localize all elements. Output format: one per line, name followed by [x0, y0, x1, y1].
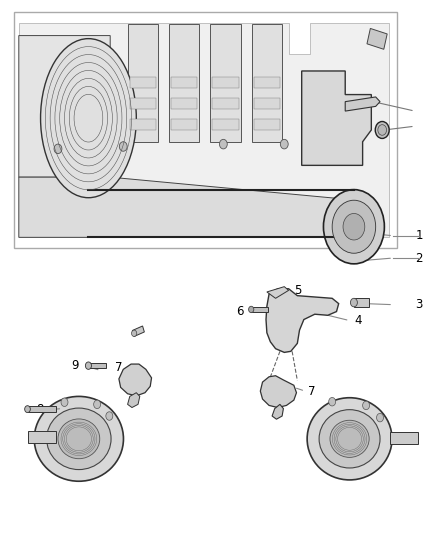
Bar	[390, 432, 418, 444]
Bar	[171, 77, 197, 87]
Ellipse shape	[131, 330, 137, 336]
Polygon shape	[127, 393, 140, 408]
Bar	[171, 119, 197, 130]
Polygon shape	[260, 376, 297, 408]
Polygon shape	[19, 22, 389, 237]
Bar	[354, 298, 369, 307]
Ellipse shape	[219, 139, 227, 149]
Bar	[212, 119, 239, 130]
Ellipse shape	[34, 397, 124, 481]
Ellipse shape	[61, 398, 68, 407]
Ellipse shape	[54, 144, 62, 154]
Ellipse shape	[41, 38, 136, 198]
Ellipse shape	[323, 190, 385, 264]
Ellipse shape	[343, 214, 365, 240]
Polygon shape	[119, 364, 152, 396]
Ellipse shape	[350, 298, 357, 307]
Ellipse shape	[119, 142, 127, 151]
Text: 8: 8	[36, 403, 43, 416]
Ellipse shape	[328, 398, 336, 406]
Text: 5: 5	[293, 284, 301, 297]
Ellipse shape	[307, 398, 392, 480]
Bar	[28, 407, 56, 412]
Bar	[212, 98, 239, 109]
Ellipse shape	[377, 414, 384, 422]
Polygon shape	[267, 287, 289, 298]
Bar	[130, 77, 156, 87]
Ellipse shape	[330, 420, 369, 457]
Ellipse shape	[58, 419, 100, 459]
Bar	[130, 119, 156, 130]
Bar	[130, 98, 156, 109]
Text: 1: 1	[416, 229, 423, 242]
Bar	[252, 24, 282, 142]
Bar	[367, 28, 387, 49]
Text: 9: 9	[72, 359, 79, 372]
Text: 7: 7	[307, 385, 315, 398]
Ellipse shape	[85, 362, 92, 369]
Bar	[28, 431, 56, 443]
Bar	[210, 24, 241, 142]
Text: 4: 4	[354, 314, 362, 327]
Polygon shape	[272, 405, 283, 419]
Bar	[254, 119, 280, 130]
Text: 7: 7	[115, 361, 123, 374]
Text: 3: 3	[416, 298, 423, 311]
Text: 6: 6	[236, 305, 244, 318]
Bar	[88, 363, 106, 368]
Bar	[127, 24, 158, 142]
Ellipse shape	[378, 125, 387, 135]
Bar	[254, 77, 280, 87]
Ellipse shape	[249, 306, 254, 313]
Polygon shape	[345, 97, 380, 111]
Ellipse shape	[94, 400, 101, 409]
Ellipse shape	[375, 122, 389, 139]
Bar	[212, 77, 239, 87]
Bar	[171, 98, 197, 109]
Ellipse shape	[106, 412, 113, 420]
Ellipse shape	[319, 410, 380, 468]
Bar	[169, 24, 199, 142]
Polygon shape	[302, 71, 371, 165]
Bar	[14, 12, 397, 248]
Polygon shape	[19, 36, 110, 177]
Ellipse shape	[363, 401, 370, 410]
Bar	[132, 326, 145, 336]
Bar	[254, 98, 280, 109]
Ellipse shape	[25, 406, 30, 413]
Text: 2: 2	[416, 252, 423, 264]
Ellipse shape	[332, 200, 376, 253]
Polygon shape	[266, 289, 339, 352]
Bar	[251, 307, 268, 312]
Polygon shape	[19, 177, 363, 237]
Ellipse shape	[280, 139, 288, 149]
Ellipse shape	[47, 408, 111, 470]
